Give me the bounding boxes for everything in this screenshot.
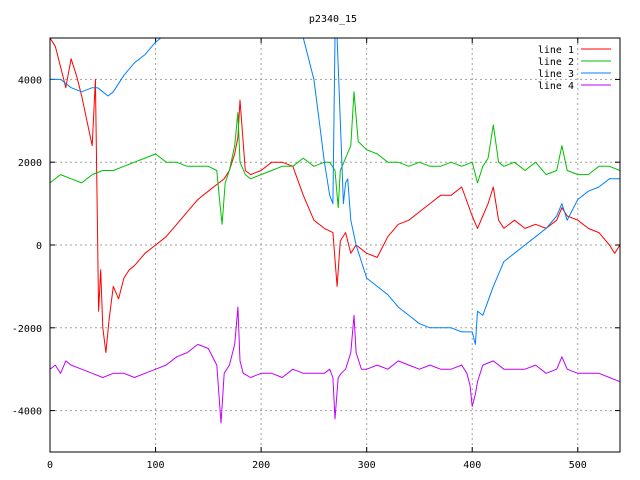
x-tick-label: 400	[463, 460, 481, 471]
series-line-1	[50, 38, 620, 354]
legend-label-2: line 2	[538, 57, 574, 68]
y-tick-label: -4000	[12, 407, 42, 418]
series-line-3	[50, 38, 620, 345]
grid	[50, 38, 620, 452]
legend-label-4: line 4	[538, 81, 574, 92]
x-tick-label: 500	[569, 460, 587, 471]
y-tick-label: 0	[36, 241, 42, 252]
y-tick-label: 4000	[18, 75, 42, 86]
x-tick-label: 0	[47, 460, 53, 471]
series-group	[50, 38, 620, 424]
y-axis: -4000 -2000 0 2000 4000	[12, 75, 620, 418]
y-tick-label: 2000	[18, 158, 42, 169]
y-tick-label: -2000	[12, 324, 42, 335]
x-tick-label: 300	[358, 460, 376, 471]
series-line-4	[50, 306, 620, 424]
plot-frame	[49, 37, 621, 453]
legend-label-3: line 3	[538, 69, 574, 80]
x-tick-label: 100	[147, 460, 165, 471]
legend-label-1: line 1	[538, 45, 574, 56]
series-line-2	[50, 91, 620, 225]
chart-title: p2340_15	[309, 14, 357, 25]
x-tick-label: 200	[252, 460, 270, 471]
